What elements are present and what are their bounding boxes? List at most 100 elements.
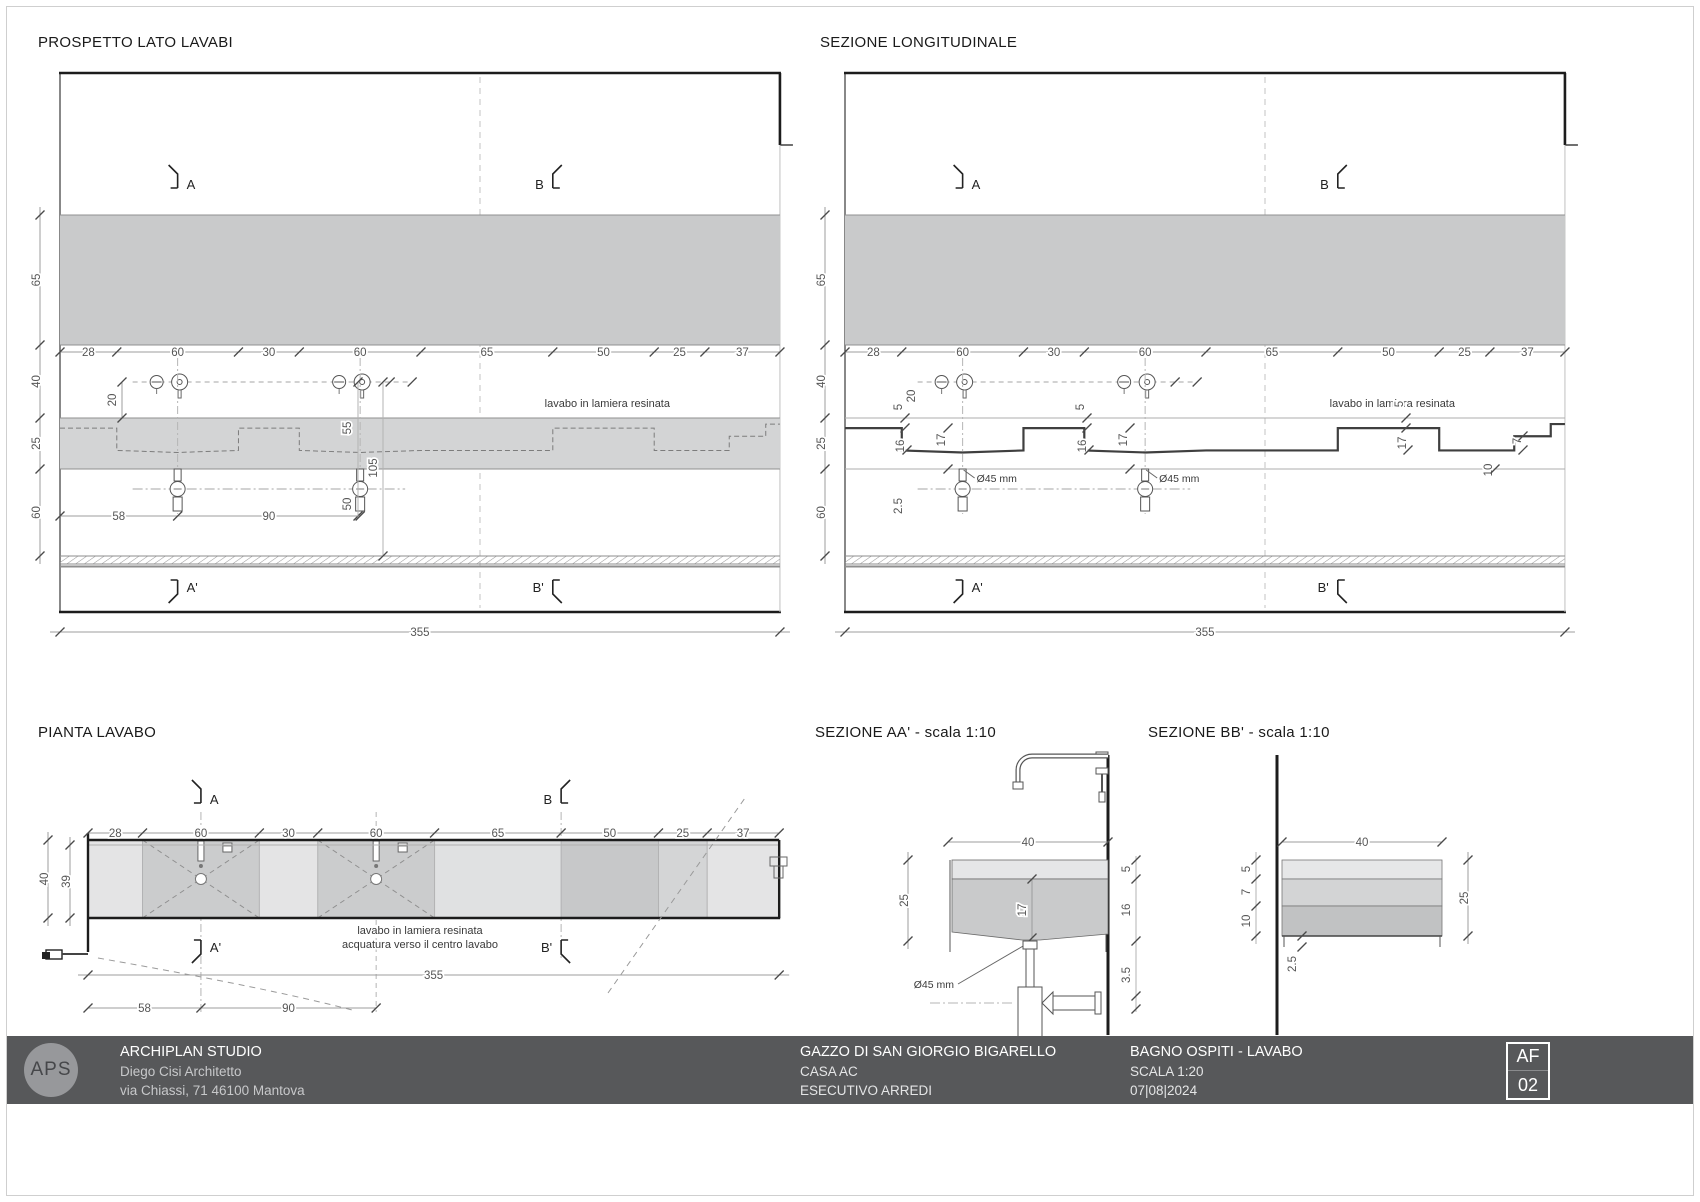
dim-label: 2.5 xyxy=(1287,956,1299,972)
counter-segment xyxy=(561,840,659,918)
dim-tick xyxy=(1401,413,1411,423)
tap-plan-icon xyxy=(372,840,380,862)
section-marker-glyph xyxy=(953,579,964,604)
dim-tick xyxy=(378,551,388,561)
dim-tick xyxy=(1125,423,1135,433)
tap-handle-icon xyxy=(1098,791,1106,803)
sheet-title: BAGNO OSPITI - LAVABO xyxy=(1130,1044,1303,1060)
dim-tick xyxy=(1131,1004,1141,1014)
drain-pipe xyxy=(173,468,182,482)
dim-tick xyxy=(1170,377,1181,387)
tap-mount xyxy=(1095,767,1109,775)
dim-tick xyxy=(699,347,710,357)
section-marker-glyph xyxy=(560,779,571,804)
dim-tick xyxy=(55,627,65,637)
counter-segment xyxy=(259,840,318,918)
dim-tick xyxy=(35,551,45,561)
basin-diagonal xyxy=(142,839,260,919)
trap-body xyxy=(1017,986,1043,1038)
floor-hatch xyxy=(60,556,780,564)
section-marker-glyph xyxy=(191,939,202,964)
dim-tick xyxy=(55,511,65,521)
cabinet-shelf xyxy=(1281,859,1443,880)
basin-section-profile xyxy=(845,422,1565,454)
dim-tick xyxy=(1192,377,1203,387)
sheet-code-box: AF 02 xyxy=(1506,1042,1550,1100)
dim-label: 17 xyxy=(1017,904,1029,917)
dim-tick xyxy=(1559,347,1570,357)
trap-connector xyxy=(1041,990,1054,1016)
dim-label: 5 xyxy=(1394,401,1406,407)
project-phase: ESECUTIVO ARREDI xyxy=(800,1083,933,1098)
dim-label: 60 xyxy=(31,506,43,519)
dim-label: 5 xyxy=(1241,866,1253,872)
dim-label: 50 xyxy=(603,828,616,840)
dim-tick xyxy=(1484,347,1495,357)
title-pianta: PIANTA LAVABO xyxy=(38,724,157,741)
dim-label: 17 xyxy=(1397,437,1409,450)
dim-label: 37 xyxy=(1521,347,1534,359)
project-name: CASA AC xyxy=(800,1064,858,1079)
section-marker-glyph xyxy=(560,939,571,964)
basin-diagonal xyxy=(142,839,260,919)
basin-diagonal xyxy=(317,839,435,919)
dim-tick xyxy=(1403,445,1413,455)
dim-label: 60 xyxy=(1139,347,1152,359)
sink-front-band xyxy=(60,418,780,469)
dim-tick xyxy=(840,347,850,357)
dim-tick xyxy=(1277,837,1287,847)
dim-label: 355 xyxy=(424,970,443,982)
dim-label: 16 xyxy=(895,440,907,453)
section-marker-glyph xyxy=(168,164,179,189)
dim-tick xyxy=(407,377,418,387)
drain-diameter-label: Ø45 mm xyxy=(914,979,955,991)
dim-tick xyxy=(1490,464,1500,474)
dim-label: 50 xyxy=(342,498,354,511)
accessory-box xyxy=(397,842,408,853)
dim-tick xyxy=(943,837,953,847)
tap-spout-icon xyxy=(1016,754,1108,782)
dim-tick xyxy=(1201,347,1211,357)
dim-label: 65 xyxy=(1265,347,1278,359)
dim-label: 17 xyxy=(1118,434,1130,447)
dim-label: 17 xyxy=(936,434,948,447)
project-location: GAZZO DI SAN GIORGIO BIGARELLO xyxy=(800,1044,1057,1060)
dim-tick xyxy=(1082,413,1092,423)
dim-label: 10 xyxy=(1241,915,1253,928)
dim-tick xyxy=(35,413,45,423)
dim-label: 28 xyxy=(82,347,95,359)
dim-tick xyxy=(653,828,664,838)
section-marker-glyph xyxy=(953,164,964,189)
dim-tick xyxy=(1079,347,1090,357)
dim-label: 25 xyxy=(31,437,43,450)
dim-label: 30 xyxy=(282,828,295,840)
dim-tick xyxy=(117,377,127,387)
drain-pipe xyxy=(957,496,968,512)
dim-tick xyxy=(385,377,396,387)
dim-label: 30 xyxy=(262,347,275,359)
basin-bowl xyxy=(951,878,1109,941)
dim-tick xyxy=(900,413,910,423)
tap-spout-icon xyxy=(171,373,189,391)
section-marker-glyph xyxy=(1337,579,1348,604)
dim-tick xyxy=(371,1003,382,1013)
dim-tick xyxy=(137,828,148,838)
dim-tick xyxy=(43,835,53,845)
section-marker-label: A' xyxy=(210,940,221,955)
dim-label: 58 xyxy=(138,1003,151,1015)
dim-label: 60 xyxy=(354,347,367,359)
dim-tick xyxy=(416,347,426,357)
dim-tick xyxy=(1401,423,1411,433)
dim-tick xyxy=(35,210,45,220)
dim-tick xyxy=(1131,991,1141,1001)
trap-pipe xyxy=(1025,948,1035,988)
studio-architect: Diego Cisi Architetto xyxy=(120,1064,242,1079)
counter-segment xyxy=(707,840,780,918)
dim-label: 55 xyxy=(342,422,354,435)
dim-label: 60 xyxy=(370,828,383,840)
section-marker-label: A' xyxy=(187,580,198,595)
sheet-code-series: AF xyxy=(1516,1045,1540,1066)
section-marker-glyph xyxy=(191,779,202,804)
dim-tick xyxy=(1559,627,1570,637)
dim-tick xyxy=(83,970,93,980)
